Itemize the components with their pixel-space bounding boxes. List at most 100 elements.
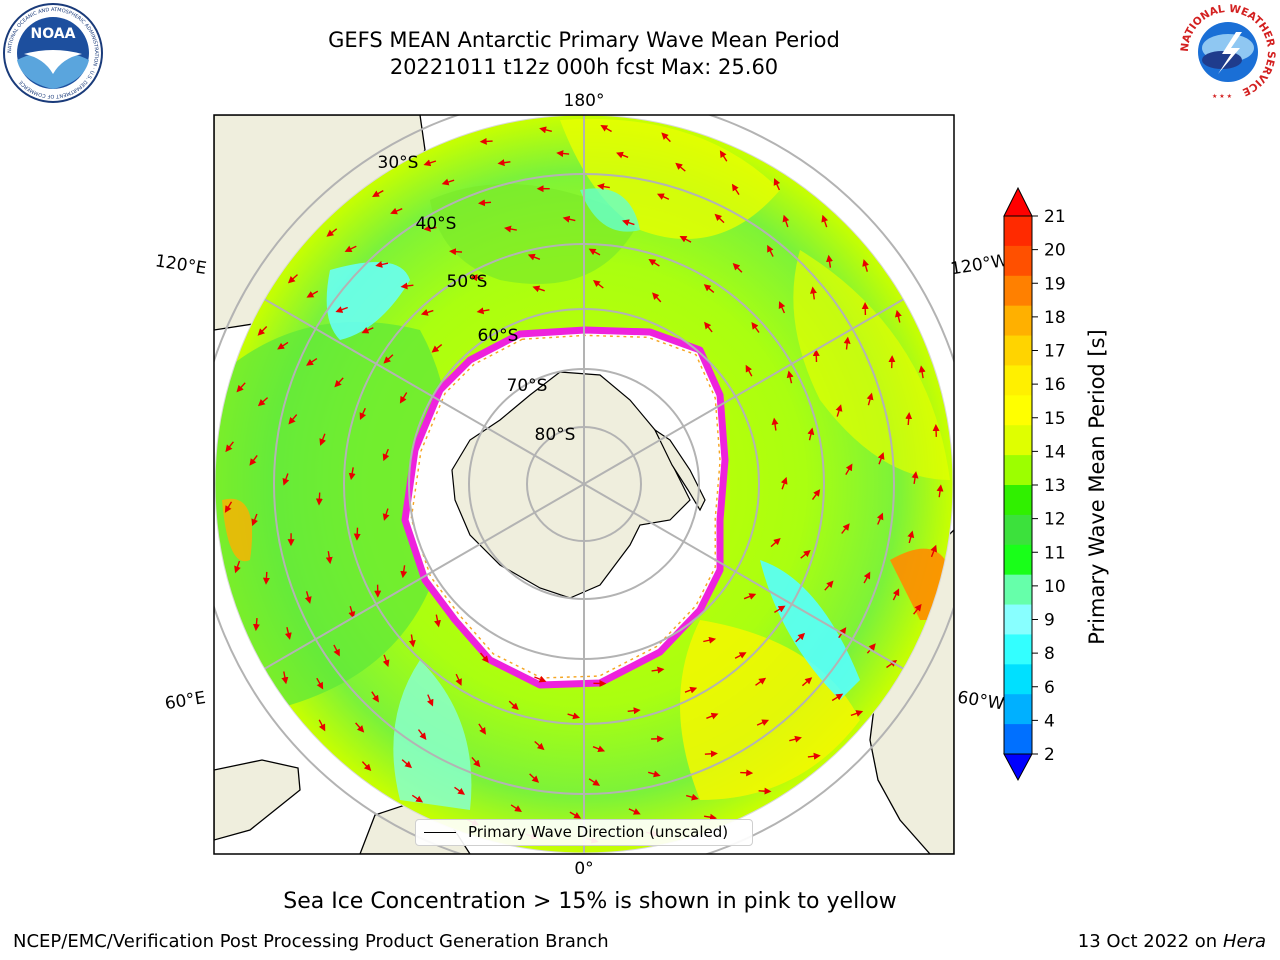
colorbar-tick-label: 12 <box>1044 510 1066 530</box>
colorbar-segment <box>1004 485 1032 516</box>
wave-direction-arrow <box>648 259 660 267</box>
wave-direction-arrow <box>770 537 781 548</box>
colorbar-tick-label: 6 <box>1044 678 1055 698</box>
colorbar-segment <box>1004 395 1032 426</box>
wave-direction-arrow <box>743 593 757 600</box>
wave-direction-arrow <box>408 634 416 648</box>
graticule <box>214 115 954 854</box>
wave-direction-arrows <box>224 124 944 844</box>
wave-direction-arrow <box>569 811 582 819</box>
wave-direction-arrow <box>287 274 298 284</box>
wave-direction-arrow <box>877 452 885 465</box>
wave-direction-arrow <box>315 492 323 506</box>
wave-direction-arrow <box>361 327 374 334</box>
wave-direction-arrow <box>892 588 900 601</box>
colorbar-tick-label: 15 <box>1044 409 1066 429</box>
wave-direction-arrow <box>778 301 786 314</box>
period-band-green-north <box>430 184 640 284</box>
colorbar-segment <box>1004 664 1032 695</box>
wave-direction-arrow <box>719 150 728 162</box>
wave-direction-arrow <box>334 377 344 388</box>
credit-line: NCEP/EMC/Verification Post Processing Pr… <box>13 931 609 952</box>
wave-direction-arrow <box>257 326 268 336</box>
wave-direction-arrow <box>593 279 604 289</box>
wave-direction-arrow <box>911 471 919 485</box>
wave-direction-arrow <box>434 614 441 628</box>
colorbar-segment <box>1004 544 1032 576</box>
colorbar-tick-label: 4 <box>1044 711 1055 731</box>
legend-line-swatch <box>424 832 456 833</box>
wave-direction-arrow <box>800 550 811 559</box>
wave-direction-arrow <box>756 719 770 726</box>
wave-direction-arrow <box>773 178 781 191</box>
colorbar: 21 20 19 18 17 16 15 14 13 12 11 10 9 8 6 4 2 <box>1003 186 1066 782</box>
wave-direction-arrow <box>686 793 699 801</box>
wave-direction-arrow <box>704 750 718 758</box>
wave-direction-arrow <box>225 441 234 453</box>
wave-direction-arrow <box>527 253 541 261</box>
map-title: GEFS MEAN Antarctic Primary Wave Mean Pe… <box>328 28 840 52</box>
wave-direction-arrow <box>401 759 413 769</box>
wave-direction-arrow <box>703 813 717 821</box>
wave-direction-arrow <box>780 476 788 490</box>
colorbar-segment <box>1004 514 1032 546</box>
wave-direction-arrow <box>529 773 540 783</box>
lon-label-120w: 120°W <box>949 251 1009 280</box>
wave-direction-arrow <box>811 489 821 501</box>
wave-direction-arrow <box>714 213 725 224</box>
wave-direction-arrow <box>348 467 356 481</box>
wave-direction-arrow <box>795 632 806 643</box>
wave-direction-arrow <box>306 290 319 298</box>
wave-direction-arrow <box>282 473 290 486</box>
wave-direction-arrow <box>745 364 753 377</box>
lon-label-120e: 120°E <box>154 251 208 279</box>
colorbar-tick-label: 8 <box>1044 644 1055 664</box>
meridian-120e-60w <box>215 269 953 699</box>
wave-direction-arrow <box>249 454 258 466</box>
wave-direction-arrow <box>807 427 815 441</box>
wave-direction-arrow <box>383 354 394 364</box>
nws-logo: NATIONAL WEATHER SERVICE ★ ★ ★ <box>1179 3 1277 100</box>
ice-note: Sea Ice Concentration > 15% is shown in … <box>283 889 897 914</box>
wave-direction-arrow <box>399 392 408 404</box>
wave-direction-arrow <box>913 603 922 615</box>
svg-text:★ ★ ★: ★ ★ ★ <box>1212 93 1232 100</box>
period-band-orange-west <box>222 498 253 562</box>
wave-direction-arrow <box>262 571 270 585</box>
wave-direction-arrow <box>470 274 484 282</box>
map-subtitle: 20221011 t12z 000h fcst Max: 25.60 <box>389 55 779 79</box>
wave-direction-arrow <box>304 591 312 604</box>
wave-direction-arrow <box>497 159 511 167</box>
wave-direction-arrow <box>731 183 740 195</box>
wave-direction-arrow <box>423 224 437 232</box>
wave-direction-arrow <box>471 756 481 768</box>
wave-direction-arrow <box>876 512 884 525</box>
wave-direction-arrow <box>532 285 545 293</box>
wave-direction-arrow <box>807 752 821 760</box>
wave-direction-arrow <box>355 722 365 733</box>
wave-direction-arrow <box>449 248 463 256</box>
wave-direction-arrow <box>863 571 871 584</box>
wave-direction-arrow <box>224 501 233 513</box>
wave-direction-arrow <box>826 254 833 268</box>
wave-direction-arrow <box>454 786 466 795</box>
wave-direction-arrow <box>326 228 338 237</box>
lat-label-30s: 30°S <box>378 153 419 173</box>
wave-direction-arrow <box>894 309 902 323</box>
lat-label-70s: 70°S <box>507 376 548 396</box>
wave-direction-arrow <box>679 235 692 243</box>
wave-direction-arrow <box>382 448 390 462</box>
colorbar-segment <box>1004 245 1032 277</box>
wave-direction-arrow <box>824 580 834 591</box>
colorbar-segment <box>1004 604 1032 635</box>
wave-direction-arrow <box>372 189 384 197</box>
antarctic-peninsula <box>653 428 706 512</box>
wave-direction-arrow <box>479 137 493 145</box>
wave-direction-arrow <box>344 245 357 252</box>
wave-direction-arrow <box>782 214 790 228</box>
wave-direction-arrow <box>371 691 380 703</box>
colorbar-segment <box>1004 425 1032 456</box>
wave-direction-arrow <box>400 565 408 579</box>
wave-direction-arrow <box>411 794 424 803</box>
